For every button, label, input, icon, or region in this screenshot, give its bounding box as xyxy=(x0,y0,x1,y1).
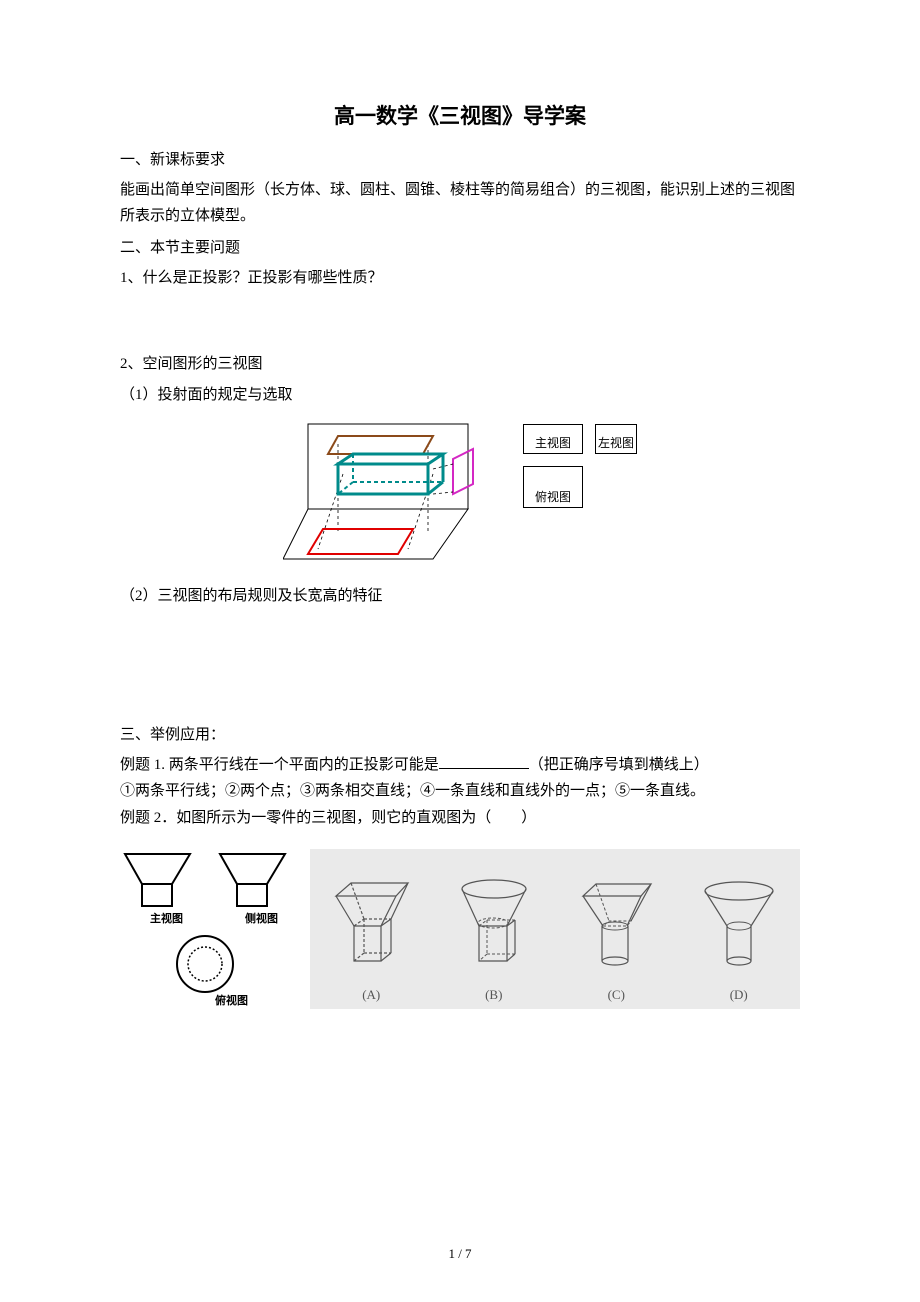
part-three-view: 主视图 侧视图 俯视图 xyxy=(120,849,290,1009)
section3-heading: 三、举例应用： xyxy=(120,723,800,744)
projection-3d-diagram xyxy=(283,414,493,564)
front-view-box: 主视图 xyxy=(523,424,583,454)
page-number: 1 / 7 xyxy=(0,1246,920,1262)
top-label: 俯视图 xyxy=(215,993,248,1007)
section2-q2: 2、空间图形的三视图 xyxy=(120,351,800,377)
choice-d-label: (D) xyxy=(730,987,748,1003)
ex1-blank xyxy=(439,754,529,769)
example1-options: ①两条平行线；②两个点；③两条相交直线；④一条直线和直线外的一点；⑤一条直线。 xyxy=(120,778,800,804)
choice-a: (A) xyxy=(326,871,416,1003)
left-view-box: 左视图 xyxy=(595,424,637,454)
page-title: 高一数学《三视图》导学案 xyxy=(120,100,800,130)
choice-b-label: (B) xyxy=(485,987,502,1003)
front-label: 主视图 xyxy=(150,911,183,925)
choice-d-figure xyxy=(694,871,784,981)
top-view-box: 俯视图 xyxy=(523,466,583,508)
section2-q1: 1、什么是正投影？正投影有哪些性质？ xyxy=(120,265,800,291)
choice-a-label: (A) xyxy=(362,987,380,1003)
choice-d: (D) xyxy=(694,871,784,1003)
section1-heading: 一、新课标要求 xyxy=(120,148,800,169)
choice-a-figure xyxy=(326,871,416,981)
projection-diagram-row: 主视图 左视图 俯视图 xyxy=(120,414,800,564)
section2-q2-sub1: （1）投射面的规定与选取 xyxy=(120,383,800,404)
section1-body: 能画出简单空间图形（长方体、球、圆柱、圆锥、棱柱等的简易组合）的三视图，能识别上… xyxy=(120,177,800,230)
example1: 例题 1. 两条平行线在一个平面内的正投影可能是 （把正确序号填到横线上） xyxy=(120,752,800,778)
section2-heading: 二、本节主要问题 xyxy=(120,236,800,257)
view-label-boxes: 主视图 左视图 俯视图 xyxy=(523,414,637,508)
example2: 例题 2．如图所示为一零件的三视图，则它的直观图为（ ） xyxy=(120,805,800,831)
choice-b-figure xyxy=(449,871,539,981)
choice-c-label: (C) xyxy=(608,987,625,1003)
answer-choices: (A) (B) xyxy=(310,849,800,1009)
choice-c: (C) xyxy=(571,871,661,1003)
choice-b: (B) xyxy=(449,871,539,1003)
example2-figures: 主视图 侧视图 俯视图 xyxy=(120,849,800,1009)
side-label: 侧视图 xyxy=(245,911,278,925)
ex1-pre: 例题 1. 两条平行线在一个平面内的正投影可能是 xyxy=(120,757,439,773)
choice-c-figure xyxy=(571,871,661,981)
ex1-post: （把正确序号填到横线上） xyxy=(529,757,709,773)
section2-q2-sub2: （2）三视图的布局规则及长宽高的特征 xyxy=(120,584,800,605)
